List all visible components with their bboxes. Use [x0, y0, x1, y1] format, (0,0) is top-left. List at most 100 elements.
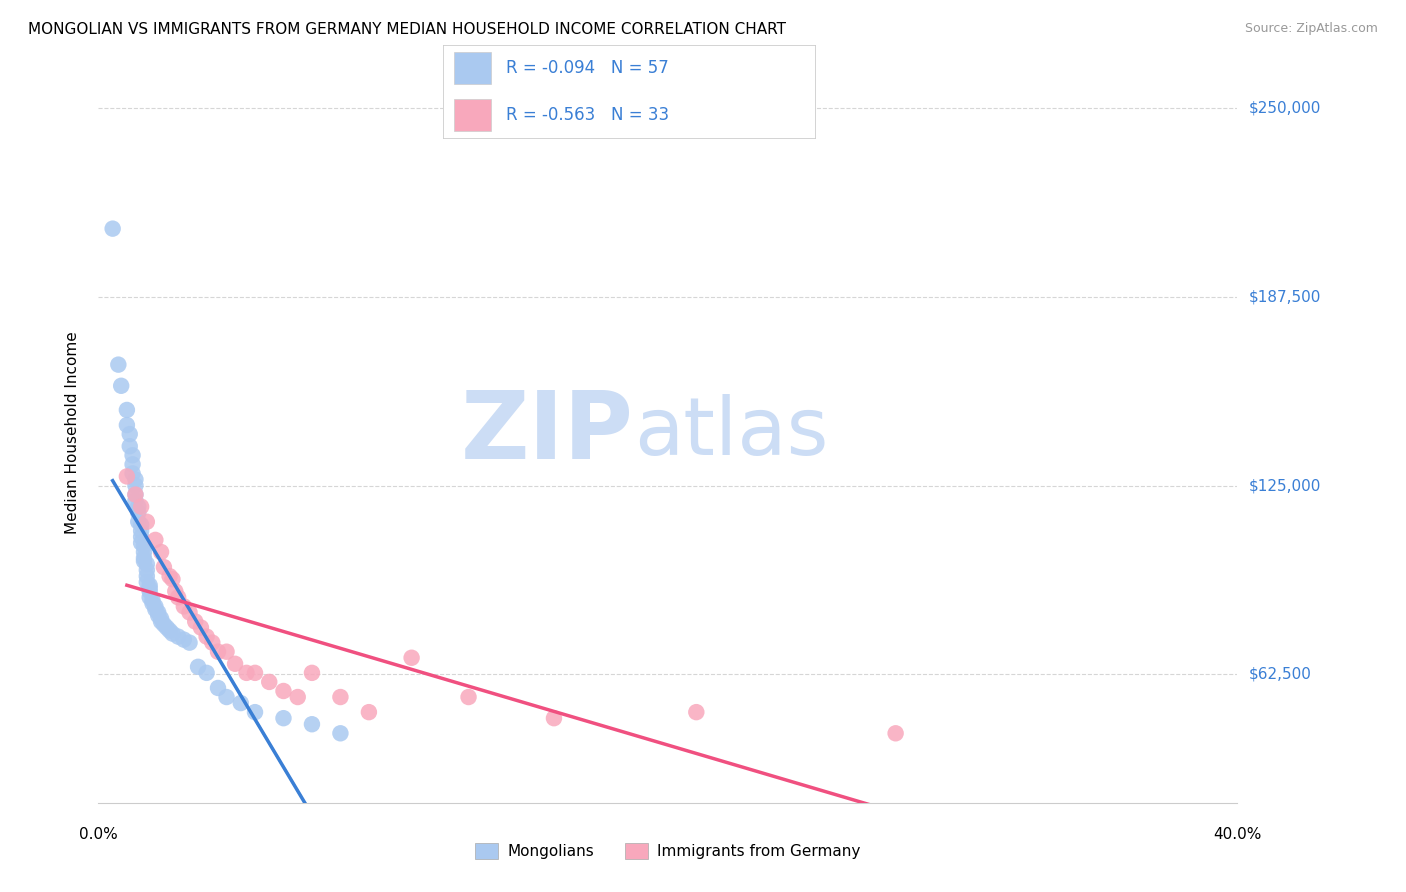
- Point: [135, 563, 157, 577]
- Point: [110, 378, 132, 392]
- Point: [543, 711, 565, 725]
- Point: [235, 665, 257, 680]
- Point: [124, 473, 146, 487]
- Point: [215, 690, 238, 704]
- Point: [145, 533, 167, 547]
- Point: [153, 560, 176, 574]
- Point: [224, 657, 246, 671]
- Point: [121, 458, 143, 472]
- Point: [173, 599, 195, 614]
- Point: [132, 551, 155, 566]
- Point: [135, 515, 157, 529]
- Point: [167, 591, 190, 605]
- Point: [329, 690, 352, 704]
- Text: $187,500: $187,500: [1249, 289, 1320, 304]
- Point: [457, 690, 479, 704]
- Point: [129, 536, 152, 550]
- Point: [121, 448, 143, 462]
- Point: [685, 705, 707, 719]
- Point: [162, 626, 184, 640]
- Point: [329, 726, 352, 740]
- Point: [118, 439, 141, 453]
- Point: [273, 711, 295, 725]
- Point: [127, 506, 149, 520]
- Point: [132, 545, 155, 559]
- Point: [287, 690, 309, 704]
- Point: [301, 717, 323, 731]
- Point: [138, 591, 160, 605]
- Point: [148, 606, 170, 620]
- Point: [195, 630, 218, 644]
- Point: [215, 645, 238, 659]
- Text: Source: ZipAtlas.com: Source: ZipAtlas.com: [1244, 22, 1378, 36]
- Point: [145, 602, 167, 616]
- Point: [129, 517, 152, 532]
- Point: [184, 615, 207, 629]
- Point: [132, 539, 155, 553]
- Text: 0.0%: 0.0%: [79, 827, 118, 842]
- Text: ZIP: ZIP: [461, 386, 634, 479]
- Point: [127, 500, 149, 514]
- Point: [138, 581, 160, 595]
- Point: [156, 621, 179, 635]
- Point: [135, 575, 157, 590]
- Point: [148, 608, 170, 623]
- Text: $62,500: $62,500: [1249, 667, 1312, 681]
- Point: [357, 705, 380, 719]
- Point: [159, 624, 181, 638]
- Point: [124, 478, 146, 492]
- Point: [259, 674, 281, 689]
- Point: [201, 635, 224, 649]
- Point: [190, 621, 212, 635]
- Point: [159, 569, 181, 583]
- Text: 40.0%: 40.0%: [1213, 827, 1261, 842]
- Point: [118, 427, 141, 442]
- Point: [129, 524, 152, 538]
- Point: [101, 221, 124, 235]
- Point: [162, 572, 184, 586]
- Text: $125,000: $125,000: [1249, 478, 1320, 493]
- FancyBboxPatch shape: [454, 52, 491, 84]
- Point: [273, 684, 295, 698]
- Point: [207, 645, 229, 659]
- Point: [115, 418, 138, 433]
- Point: [243, 705, 266, 719]
- Point: [243, 665, 266, 680]
- Point: [179, 606, 201, 620]
- Point: [145, 599, 167, 614]
- Point: [187, 660, 209, 674]
- Point: [195, 665, 218, 680]
- Point: [135, 557, 157, 571]
- Point: [141, 596, 163, 610]
- Point: [121, 467, 143, 481]
- Legend: Mongolians, Immigrants from Germany: Mongolians, Immigrants from Germany: [470, 838, 866, 865]
- Point: [124, 493, 146, 508]
- Point: [165, 584, 187, 599]
- Point: [150, 545, 173, 559]
- Point: [150, 615, 173, 629]
- Point: [107, 358, 129, 372]
- Point: [135, 569, 157, 583]
- Point: [124, 487, 146, 501]
- Text: MONGOLIAN VS IMMIGRANTS FROM GERMANY MEDIAN HOUSEHOLD INCOME CORRELATION CHART: MONGOLIAN VS IMMIGRANTS FROM GERMANY MED…: [28, 22, 786, 37]
- FancyBboxPatch shape: [454, 99, 491, 131]
- Point: [153, 617, 176, 632]
- Point: [127, 515, 149, 529]
- Point: [132, 554, 155, 568]
- Text: R = -0.563   N = 33: R = -0.563 N = 33: [506, 106, 669, 124]
- Point: [179, 635, 201, 649]
- Point: [150, 611, 173, 625]
- Point: [129, 530, 152, 544]
- Point: [129, 500, 152, 514]
- Point: [173, 632, 195, 647]
- Point: [207, 681, 229, 695]
- Point: [141, 593, 163, 607]
- Point: [115, 403, 138, 417]
- Point: [229, 696, 252, 710]
- Y-axis label: Median Household Income: Median Household Income: [65, 331, 80, 534]
- Point: [138, 578, 160, 592]
- Point: [301, 665, 323, 680]
- Point: [167, 630, 190, 644]
- Point: [401, 650, 423, 665]
- Text: R = -0.094   N = 57: R = -0.094 N = 57: [506, 59, 669, 77]
